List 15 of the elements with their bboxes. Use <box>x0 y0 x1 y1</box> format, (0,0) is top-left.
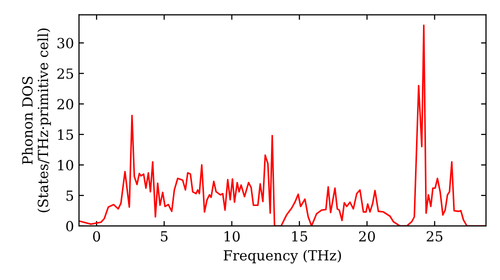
x-tick-label: 20 <box>359 231 375 242</box>
x-axis-title: Frequency (THz) <box>224 250 341 264</box>
y-tick-label: 15 <box>58 129 74 140</box>
y-tick-label: 20 <box>57 98 74 110</box>
y-tick-label: 10 <box>58 160 74 170</box>
x-tick-label: 10 <box>224 231 240 242</box>
y-tick-label: 30 <box>58 38 74 48</box>
x-tick-label: 15 <box>292 231 308 242</box>
x-tick-label: 0 <box>93 231 100 242</box>
x-tick-label: 5 <box>160 231 168 242</box>
y-tick-label: 0 <box>66 220 74 232</box>
y-tick-label: 5 <box>66 190 74 201</box>
x-tick-label: 25 <box>426 231 442 242</box>
y-tick-label: 25 <box>57 68 74 79</box>
y-axis-title: Phonon DOS (States/THz·primitive cell) <box>22 28 51 212</box>
